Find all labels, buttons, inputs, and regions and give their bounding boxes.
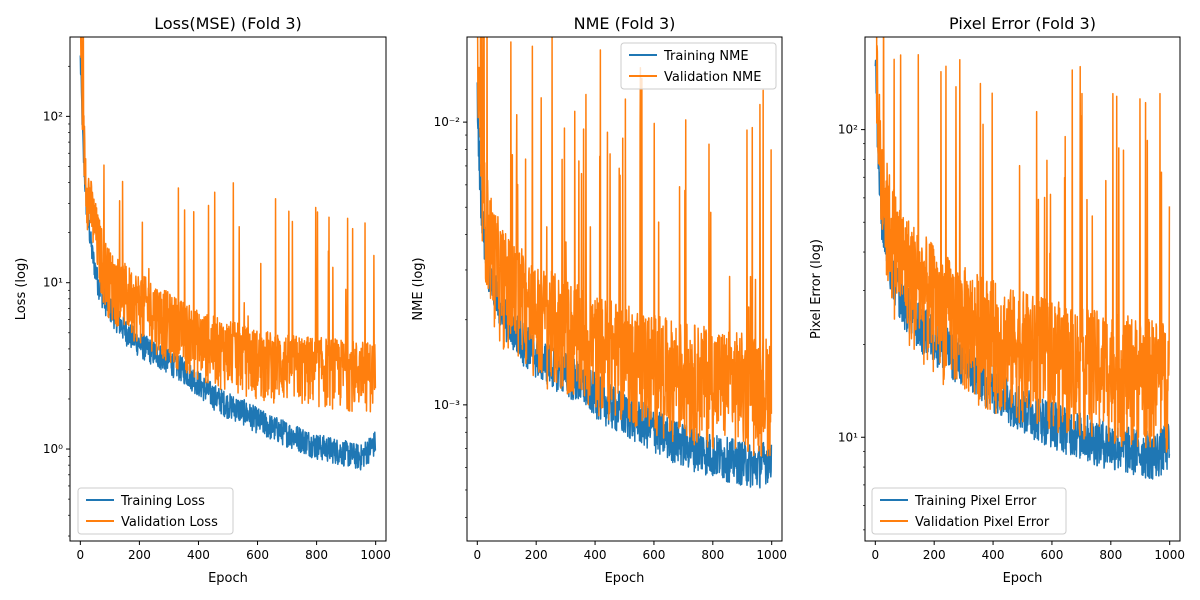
y-tick-label: 10¹ <box>838 430 858 444</box>
x-tick-label: 0 <box>473 548 481 562</box>
series-line-validation <box>875 37 1171 453</box>
legend-label: Validation Pixel Error <box>915 515 1050 530</box>
y-tick-label: 10² <box>43 109 63 123</box>
chart-title: Pixel Error (Fold 3) <box>949 14 1096 33</box>
y-tick-label: 10¹ <box>43 276 63 290</box>
x-axis-label: Epoch <box>1003 571 1043 586</box>
series-line-validation <box>79 37 377 413</box>
x-tick-label: 1000 <box>1154 548 1185 562</box>
y-tick-label: 10⁻² <box>434 115 461 129</box>
x-tick-label: 600 <box>642 548 665 562</box>
chart-title: Loss(MSE) (Fold 3) <box>154 14 302 33</box>
x-tick-label: 600 <box>246 548 269 562</box>
axes-frame <box>466 36 783 542</box>
x-tick-label: 800 <box>701 548 724 562</box>
x-tick-label: 200 <box>525 548 548 562</box>
legend-label: Validation NME <box>664 70 761 85</box>
x-axis-label: Epoch <box>208 571 248 586</box>
axes-frame <box>69 36 387 542</box>
legend: Training NME Validation NME <box>620 42 777 90</box>
legend-box <box>620 42 777 90</box>
axes-frame <box>864 36 1181 542</box>
x-tick-label: 1000 <box>756 548 787 562</box>
y-tick-label: 10⁰ <box>43 442 63 456</box>
x-axis-label: Epoch <box>605 571 645 586</box>
y-tick-label: 10⁻³ <box>434 398 461 412</box>
y-tick-label: 10² <box>838 123 858 137</box>
chart-panel-2: 0 200 400 600 800 1000 10⁻³ 10⁻² NME (Fold 3) Epo… <box>411 14 787 586</box>
series-line-validation <box>476 37 773 457</box>
legend-label: Training Pixel Error <box>914 494 1037 509</box>
x-tick-label: 600 <box>1040 548 1063 562</box>
legend-label: Training NME <box>663 49 749 64</box>
x-tick-label: 400 <box>982 548 1005 562</box>
chart-panel-3: 0 200 400 600 800 1000 10¹ 10² Pixel Error (Fold… <box>809 14 1185 586</box>
x-tick-label: 400 <box>187 548 210 562</box>
y-axis-label: Loss (log) <box>14 258 29 321</box>
legend-label: Training Loss <box>120 494 205 509</box>
y-axis-label: NME (log) <box>411 257 426 320</box>
x-tick-label: 0 <box>871 548 879 562</box>
legend: Training Loss Validation Loss <box>77 487 234 535</box>
x-tick-label: 200 <box>923 548 946 562</box>
x-tick-label: 800 <box>1099 548 1122 562</box>
chart-panel-1: 0 200 400 600 800 1000 10⁰ 10¹ 10² Loss(MSE) (Fol… <box>14 14 391 586</box>
x-tick-label: 1000 <box>360 548 391 562</box>
x-tick-label: 800 <box>305 548 328 562</box>
legend-box <box>871 487 1067 535</box>
legend-label: Validation Loss <box>121 515 218 530</box>
legend-box <box>77 487 234 535</box>
chart-title: NME (Fold 3) <box>574 14 676 33</box>
series-line-training <box>79 55 377 471</box>
legend: Training Pixel Error Validation Pixel Err… <box>871 487 1067 535</box>
x-tick-label: 200 <box>128 548 151 562</box>
x-tick-label: 400 <box>584 548 607 562</box>
x-tick-label: 0 <box>77 548 85 562</box>
y-axis-label: Pixel Error (log) <box>809 239 824 339</box>
